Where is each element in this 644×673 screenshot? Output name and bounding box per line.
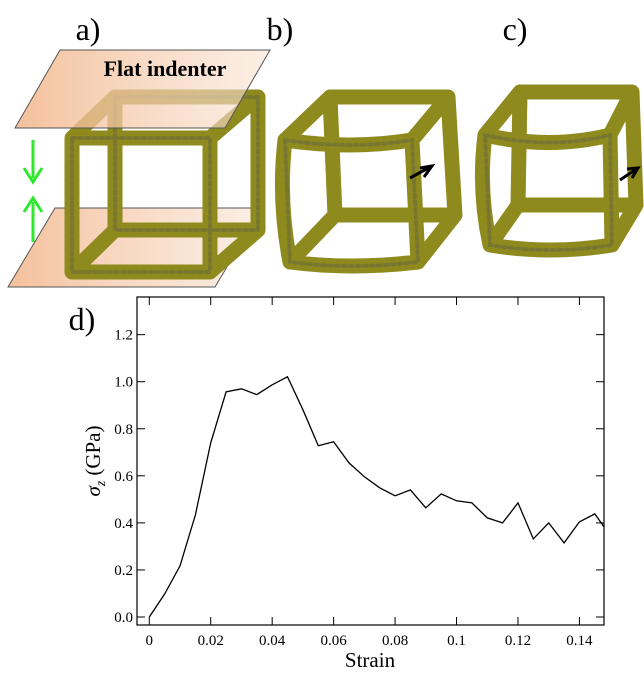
data-line bbox=[149, 377, 604, 617]
y-label-unit: (GPa) bbox=[81, 426, 105, 476]
cube-c bbox=[482, 92, 636, 250]
y-tick-label: 1.0 bbox=[114, 375, 133, 391]
down-arrow bbox=[24, 140, 42, 182]
panel-label: b) bbox=[267, 11, 294, 47]
y-tick-label: 0.0 bbox=[114, 610, 133, 626]
x-tick-label: 0.02 bbox=[198, 633, 224, 649]
y-tick-label: 0.6 bbox=[114, 469, 133, 485]
y-tick-label: 0.2 bbox=[114, 563, 133, 579]
figure: a) Flat indenter b) c) d) Strain σz(GPa)… bbox=[0, 0, 644, 673]
x-tick-label: 0.06 bbox=[321, 633, 348, 649]
x-tick-label: 0.1 bbox=[447, 633, 466, 649]
cube-b bbox=[282, 97, 455, 266]
y-axis-label: σz(GPa) bbox=[81, 426, 109, 497]
x-tick-label: 0.08 bbox=[382, 633, 408, 649]
panel-label: a) bbox=[76, 11, 101, 47]
y-tick-label: 0.4 bbox=[114, 516, 133, 532]
indenter-label: Flat indenter bbox=[104, 56, 227, 81]
panel-label: d) bbox=[69, 301, 96, 337]
x-axis-label: Strain bbox=[345, 648, 396, 672]
y-label-subscript: z bbox=[94, 480, 109, 487]
x-tick-label: 0 bbox=[146, 633, 154, 649]
y-tick-label: 0.8 bbox=[114, 422, 133, 438]
y-tick-label: 1.2 bbox=[114, 328, 133, 344]
x-tick-label: 0.12 bbox=[505, 633, 531, 649]
panel-label: c) bbox=[503, 11, 528, 47]
x-tick-label: 0.04 bbox=[259, 633, 286, 649]
x-tick-label: 0.14 bbox=[566, 633, 593, 649]
